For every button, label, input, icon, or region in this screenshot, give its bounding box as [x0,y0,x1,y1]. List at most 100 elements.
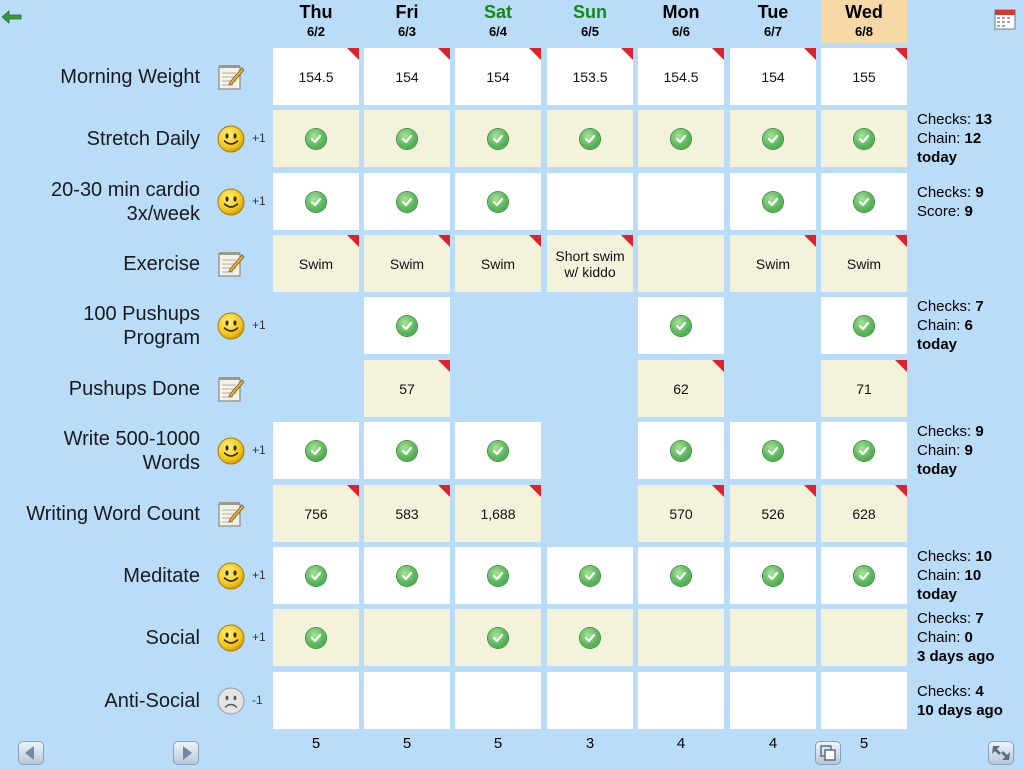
habit-cell[interactable] [821,547,907,604]
smiley-icon[interactable] [216,124,246,154]
habit-cell[interactable] [730,672,816,729]
stat-line: Chain: 6 [917,316,984,335]
habit-cell[interactable] [638,672,724,729]
habit-cell[interactable]: 155 [821,48,907,105]
habit-cell[interactable] [730,110,816,167]
habit-stats: Checks: 10 Chain: 10 today [917,547,992,604]
habit-cell[interactable] [455,547,541,604]
habit-cell[interactable]: 62 [638,360,724,417]
habit-cell[interactable] [821,173,907,230]
habit-cell[interactable] [273,609,359,666]
habit-cell[interactable]: 756 [273,485,359,542]
habit-cell[interactable] [547,110,633,167]
habit-cell[interactable] [638,609,724,666]
habit-cell[interactable] [364,297,450,354]
habit-cell[interactable] [730,422,816,479]
day-header-fri[interactable]: Fri 6/3 [364,0,450,43]
habit-cell[interactable]: 628 [821,485,907,542]
smiley-icon[interactable] [216,561,246,591]
stat-line: Score: 9 [917,202,984,221]
habit-cell[interactable] [273,173,359,230]
habit-cell[interactable] [821,609,907,666]
habit-cell[interactable] [364,547,450,604]
habit-cell[interactable] [821,672,907,729]
habit-cell[interactable] [821,110,907,167]
habit-cell[interactable]: 526 [730,485,816,542]
habit-cell[interactable] [455,110,541,167]
checkmark-icon [306,128,326,149]
habit-cell[interactable]: 154 [455,48,541,105]
day-header-sun[interactable]: Sun 6/5 [547,0,633,43]
habit-cell[interactable] [273,672,359,729]
notepad-icon[interactable] [216,374,246,404]
smiley-icon[interactable] [216,311,246,341]
habit-cell[interactable] [273,547,359,604]
habit-cell[interactable] [638,173,724,230]
habit-cell[interactable]: Swim [455,235,541,292]
notepad-icon[interactable] [216,249,246,279]
habit-cell[interactable]: Swim [364,235,450,292]
habit-cell[interactable] [547,173,633,230]
habit-cell[interactable] [364,609,450,666]
day-header-tue[interactable]: Tue 6/7 [730,0,816,43]
habit-cell[interactable]: 154.5 [273,48,359,105]
habit-cell[interactable]: 583 [364,485,450,542]
stat-label: Chain: [917,130,965,147]
habit-stats: Checks: 13 Chain: 12 today [917,110,992,167]
notepad-icon[interactable] [216,499,246,529]
habit-cell[interactable]: Swim [821,235,907,292]
frown-icon[interactable] [216,686,246,716]
habit-cell[interactable] [364,422,450,479]
habit-cell[interactable] [273,422,359,479]
habit-cell[interactable] [547,609,633,666]
habit-cell[interactable]: 71 [821,360,907,417]
habit-cell[interactable] [638,422,724,479]
habit-cell[interactable] [638,235,724,292]
smiley-icon[interactable] [216,187,246,217]
next-week-button[interactable] [173,741,199,765]
checkmark-icon [854,128,874,149]
smiley-icon[interactable] [216,623,246,653]
daily-total: 5 [859,735,869,752]
habit-cell[interactable] [821,297,907,354]
prev-week-button[interactable] [18,741,44,765]
habit-cell[interactable] [638,297,724,354]
day-header-thu[interactable]: Thu 6/2 [273,0,359,43]
habit-cell[interactable] [730,173,816,230]
habit-cell[interactable]: 154 [364,48,450,105]
copy-button[interactable] [815,741,841,765]
notepad-icon[interactable] [216,62,246,92]
habit-cell[interactable] [455,173,541,230]
habit-cell[interactable]: 57 [364,360,450,417]
calendar-icon[interactable] [994,8,1016,30]
habit-cell[interactable]: Short swim w/ kiddo [547,235,633,292]
smiley-icon[interactable] [216,436,246,466]
habit-cell[interactable] [638,110,724,167]
habit-cell[interactable] [364,173,450,230]
habit-cell[interactable]: 570 [638,485,724,542]
habit-cell[interactable] [364,672,450,729]
habit-cell[interactable] [821,422,907,479]
habit-cell[interactable] [455,609,541,666]
habit-cell[interactable] [547,547,633,604]
back-arrow-icon[interactable] [1,10,22,24]
habit-cell[interactable]: 1,688 [455,485,541,542]
habit-cell[interactable] [638,547,724,604]
habit-cell[interactable]: 153.5 [547,48,633,105]
habit-cell[interactable] [730,547,816,604]
resize-button[interactable] [988,741,1014,765]
habit-cell[interactable] [455,422,541,479]
habit-cell[interactable] [547,672,633,729]
day-header-wed[interactable]: Wed 6/8 [821,0,907,43]
habit-cell[interactable]: 154 [730,48,816,105]
habit-cell[interactable] [273,110,359,167]
habit-cell[interactable] [730,609,816,666]
cell-value: 57 [399,380,415,397]
habit-cell[interactable] [455,672,541,729]
day-header-mon[interactable]: Mon 6/6 [638,0,724,43]
habit-cell[interactable]: Swim [730,235,816,292]
day-header-sat[interactable]: Sat 6/4 [455,0,541,43]
habit-cell[interactable]: Swim [273,235,359,292]
habit-cell[interactable]: 154.5 [638,48,724,105]
habit-cell[interactable] [364,110,450,167]
